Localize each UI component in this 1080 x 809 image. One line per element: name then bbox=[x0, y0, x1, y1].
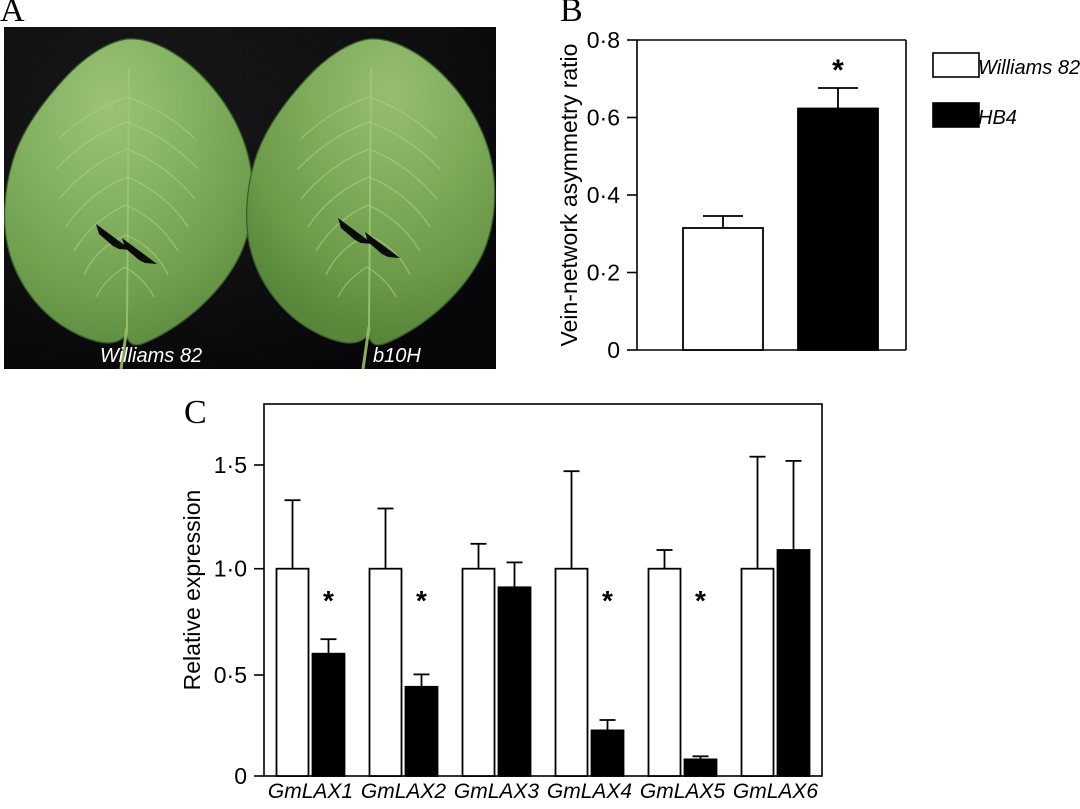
svg-text:HB4: HB4 bbox=[978, 107, 1017, 129]
svg-text:1·0: 1·0 bbox=[214, 556, 247, 582]
svg-text:GmLAX4: GmLAX4 bbox=[547, 780, 632, 803]
svg-text:GmLAX2: GmLAX2 bbox=[361, 780, 447, 803]
svg-text:0·6: 0·6 bbox=[587, 105, 620, 131]
svg-text:0·2: 0·2 bbox=[587, 260, 620, 286]
svg-text:*: * bbox=[832, 54, 844, 87]
svg-text:1·5: 1·5 bbox=[214, 452, 247, 478]
svg-text:*: * bbox=[323, 585, 334, 616]
svg-text:*: * bbox=[416, 585, 427, 616]
svg-text:*: * bbox=[602, 585, 613, 616]
svg-text:GmLAX1: GmLAX1 bbox=[268, 780, 353, 803]
svg-text:*: * bbox=[695, 585, 706, 616]
svg-text:GmLAX6: GmLAX6 bbox=[733, 780, 819, 803]
svg-text:Vein-network asymmetry ratio: Vein-network asymmetry ratio bbox=[556, 44, 582, 347]
svg-text:GmLAX5: GmLAX5 bbox=[640, 780, 726, 803]
svg-text:0: 0 bbox=[234, 763, 247, 789]
svg-text:Williams 82: Williams 82 bbox=[978, 57, 1080, 79]
svg-text:0·5: 0·5 bbox=[214, 662, 247, 688]
svg-text:GmLAX3: GmLAX3 bbox=[454, 780, 540, 803]
svg-text:0: 0 bbox=[607, 337, 620, 363]
svg-text:0·4: 0·4 bbox=[587, 182, 620, 208]
svg-text:Relative expression: Relative expression bbox=[179, 490, 205, 691]
svg-text:0·8: 0·8 bbox=[587, 27, 620, 53]
